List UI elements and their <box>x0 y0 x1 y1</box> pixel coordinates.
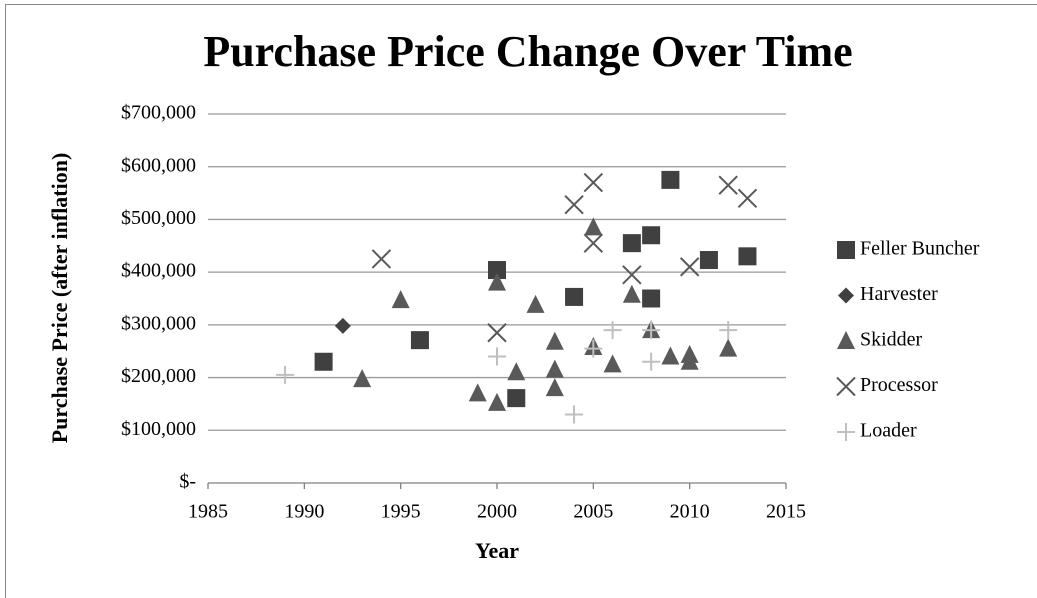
marker-triangle <box>545 331 564 350</box>
y-tick-label: $100,000 <box>121 418 196 440</box>
marker-triangle <box>488 272 506 291</box>
x-tick-label: 2015 <box>766 501 806 523</box>
marker-triangle <box>468 383 487 402</box>
marker-square <box>565 287 584 306</box>
y-tick-label: $400,000 <box>121 260 196 282</box>
marker-plus <box>488 347 506 366</box>
marker-x <box>737 188 758 209</box>
marker-x <box>718 175 738 195</box>
x-tick-label: 1995 <box>381 501 421 523</box>
legend-label: Loader <box>860 420 917 442</box>
marker-triangle <box>603 354 622 373</box>
marker-x <box>679 257 700 277</box>
marker-diamond <box>334 317 351 334</box>
marker-triangle <box>661 346 680 365</box>
marker-triangle <box>526 294 545 313</box>
marker-diamond <box>838 287 854 304</box>
marker-x <box>583 172 604 193</box>
y-tick-label: $700,000 <box>121 102 196 124</box>
legend-label: Feller Buncher <box>860 238 980 260</box>
marker-square <box>699 251 718 270</box>
marker-square <box>837 241 855 259</box>
marker-plus <box>719 321 738 340</box>
marker-square <box>507 389 526 408</box>
x-tick-label: 2005 <box>573 501 613 523</box>
marker-square <box>642 226 661 245</box>
marker-square <box>488 261 506 280</box>
marker-x <box>583 233 604 253</box>
marker-plus <box>584 339 603 358</box>
y-tick-label: $- <box>179 471 196 493</box>
x-tick-label: 1990 <box>284 501 324 523</box>
marker-triangle <box>545 359 564 378</box>
marker-triangle <box>391 290 410 309</box>
marker-plus <box>642 321 661 340</box>
x-tick-label: 1985 <box>188 501 228 523</box>
marker-triangle <box>353 369 372 388</box>
marker-x <box>487 323 507 343</box>
marker-x <box>371 249 392 269</box>
marker-triangle <box>584 217 603 236</box>
marker-x <box>564 194 584 215</box>
marker-plus <box>276 365 295 384</box>
marker-triangle <box>488 392 506 411</box>
marker-plus <box>642 352 661 371</box>
marker-triangle <box>507 362 526 381</box>
marker-square <box>642 289 661 308</box>
y-tick-label: $200,000 <box>121 365 196 387</box>
marker-square <box>738 247 757 266</box>
x-tick-label: 2000 <box>477 501 517 523</box>
marker-triangle <box>719 338 738 357</box>
legend-label: Harvester <box>860 283 938 305</box>
y-tick-label: $300,000 <box>121 312 196 334</box>
marker-triangle <box>545 378 564 397</box>
marker-plus <box>837 423 855 441</box>
marker-square <box>314 352 333 371</box>
y-tick-label: $500,000 <box>121 207 196 229</box>
legend-label: Processor <box>860 374 938 396</box>
chart-border <box>5 4 1037 598</box>
marker-square <box>622 234 641 253</box>
marker-triangle <box>837 331 855 349</box>
marker-plus <box>565 405 584 424</box>
marker-square <box>410 331 429 350</box>
marker-triangle <box>680 351 699 370</box>
marker-square <box>661 170 680 189</box>
marker-x <box>836 376 856 397</box>
y-tick-label: $600,000 <box>121 154 196 176</box>
chart-title: Purchase Price Change Over Time <box>203 27 852 76</box>
marker-x <box>622 265 642 285</box>
y-axis-label: Purchase Price (after inflation) <box>47 153 72 444</box>
marker-plus <box>603 321 622 340</box>
marker-triangle <box>622 284 641 303</box>
x-axis-label: Year <box>475 538 519 563</box>
legend-label: Skidder <box>860 329 923 351</box>
x-tick-label: 2010 <box>670 501 710 523</box>
